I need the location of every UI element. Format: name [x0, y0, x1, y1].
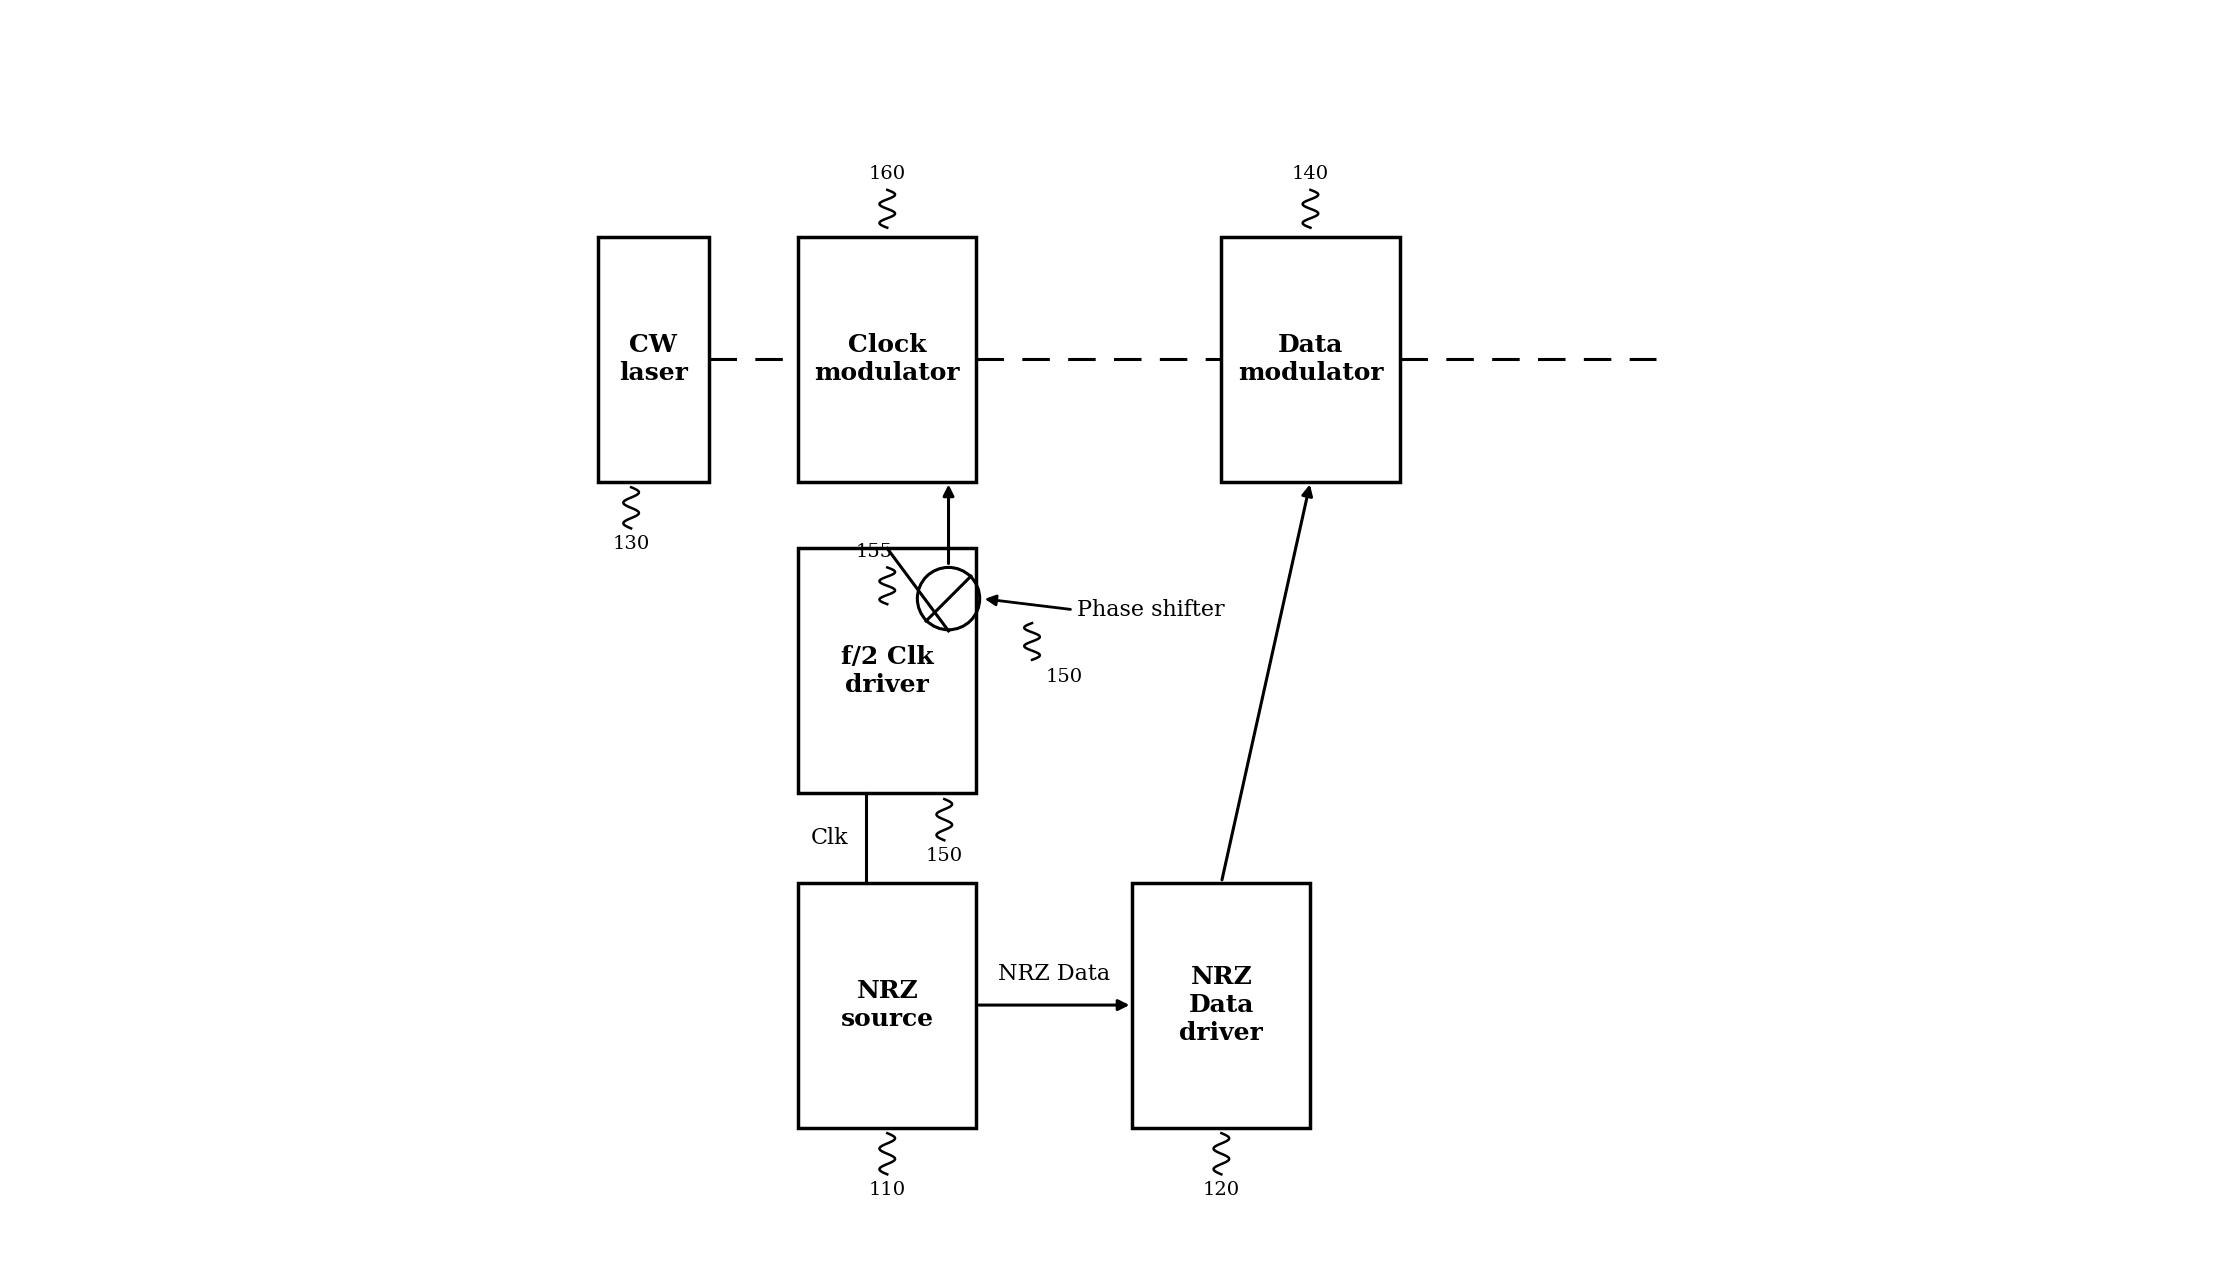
Text: CW
laser: CW laser — [619, 334, 688, 386]
Text: Clk: Clk — [810, 827, 848, 849]
FancyBboxPatch shape — [1132, 882, 1310, 1127]
Text: f/2 Clk
driver: f/2 Clk driver — [841, 645, 935, 696]
Text: NRZ Data: NRZ Data — [999, 963, 1110, 985]
Text: 140: 140 — [1292, 166, 1330, 183]
FancyBboxPatch shape — [799, 236, 977, 482]
Text: Clock
modulator: Clock modulator — [815, 334, 959, 386]
Text: Phase shifter: Phase shifter — [1077, 599, 1223, 621]
FancyBboxPatch shape — [799, 882, 977, 1127]
FancyBboxPatch shape — [799, 549, 977, 794]
Text: 155: 155 — [855, 542, 892, 561]
Text: 160: 160 — [868, 166, 906, 183]
Text: Data
modulator: Data modulator — [1239, 334, 1383, 386]
Text: NRZ
source: NRZ source — [841, 980, 935, 1031]
Text: NRZ
Data
driver: NRZ Data driver — [1179, 966, 1263, 1045]
Text: 110: 110 — [868, 1181, 906, 1200]
FancyBboxPatch shape — [597, 236, 708, 482]
Text: 120: 120 — [1203, 1181, 1241, 1200]
Text: 150: 150 — [1046, 667, 1083, 685]
Text: 150: 150 — [926, 847, 963, 865]
Text: 130: 130 — [613, 535, 650, 554]
FancyBboxPatch shape — [1221, 236, 1399, 482]
